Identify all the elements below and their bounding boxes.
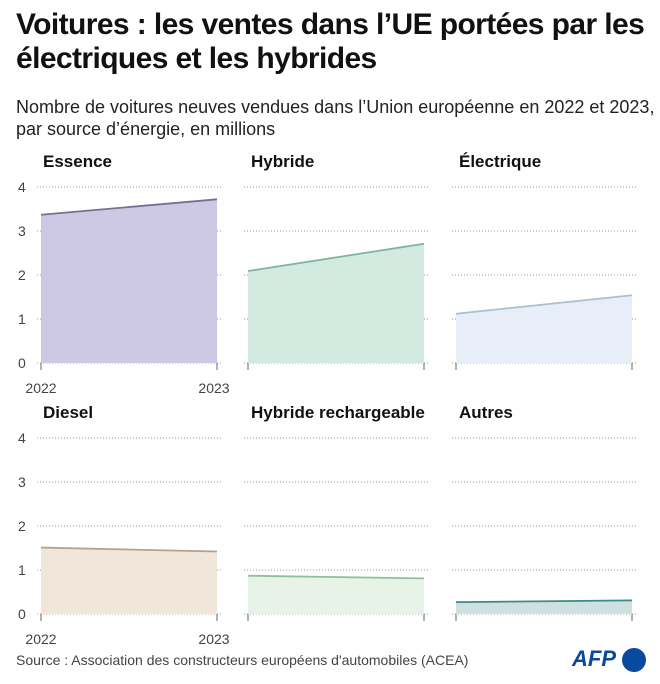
series-line: [40, 198, 218, 216]
area-Électrique: [456, 295, 632, 363]
y-tick-label: 1: [18, 562, 26, 578]
chart-title: Voitures : les ventes dans l’UE portées …: [16, 8, 645, 75]
area-Hybride: [248, 243, 424, 363]
panel-title: Électrique: [459, 152, 541, 171]
series-line: [247, 574, 425, 580]
series-line: [40, 546, 218, 553]
y-tick-label: 4: [18, 430, 26, 446]
afp-logo: AFP: [572, 646, 616, 671]
panel-title: Diesel: [43, 403, 93, 422]
y-tick-label: 4: [18, 179, 26, 195]
area-Autres: [456, 600, 632, 614]
series-line: [247, 242, 425, 272]
panel-title: Essence: [43, 152, 112, 171]
x-tick-label: 2023: [198, 631, 229, 647]
afp-logo-dot: [622, 648, 646, 672]
panel-title: Hybride rechargeable: [251, 403, 425, 422]
panel-title: Autres: [459, 403, 513, 422]
y-tick-label: 0: [18, 606, 26, 622]
y-tick-label: 2: [18, 518, 26, 534]
x-tick-label: 2022: [25, 380, 56, 396]
series-line: [455, 599, 633, 604]
area-Hybride rechargeable: [248, 575, 424, 614]
area-Essence: [41, 199, 217, 363]
area-Diesel: [41, 547, 217, 614]
x-tick-label: 2022: [25, 631, 56, 647]
y-tick-label: 1: [18, 311, 26, 327]
y-tick-label: 3: [18, 474, 26, 490]
y-tick-label: 2: [18, 267, 26, 283]
source-note: Source : Association des constructeurs e…: [16, 652, 469, 668]
x-tick-label: 2023: [198, 380, 229, 396]
y-tick-label: 0: [18, 355, 26, 371]
y-tick-label: 3: [18, 223, 26, 239]
chart-subtitle: Nombre de voitures neuves vendues dans l…: [16, 97, 655, 139]
panel-title: Hybride: [251, 152, 314, 171]
series-line: [455, 294, 633, 315]
